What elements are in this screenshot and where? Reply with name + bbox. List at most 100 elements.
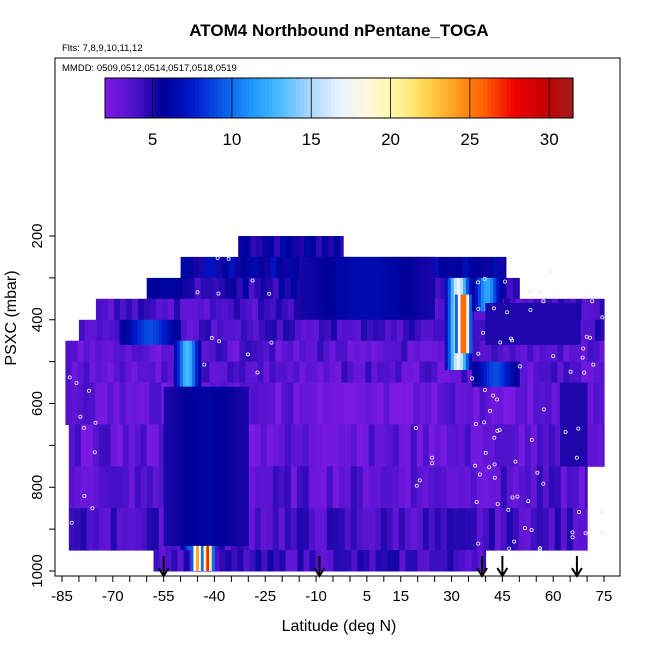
heatmap-cell: [485, 382, 492, 425]
heatmap-cell: [515, 340, 522, 363]
colorbar-segment: [327, 78, 332, 118]
heatmap-cell: [252, 319, 260, 342]
y-tick-label: 800: [29, 475, 46, 500]
sample-marker: [430, 461, 435, 466]
heatmap-cell: [203, 298, 211, 321]
heatmap-cell: [89, 340, 96, 363]
heatmap-cell: [322, 236, 329, 258]
heatmap-cell: [419, 256, 424, 320]
heatmap-cell: [524, 466, 532, 509]
heatmap-cell: [332, 424, 340, 467]
heatmap-cell: [419, 340, 426, 363]
heatmap-cell: [407, 256, 411, 320]
heatmap-cell: [108, 319, 116, 342]
heatmap-cell: [287, 361, 294, 383]
colorbar-segment: [545, 78, 551, 118]
heatmap-cell: [581, 382, 585, 467]
heatmap-cell: [498, 361, 503, 387]
heatmap-cell: [521, 340, 528, 363]
heatmap-cell: [231, 550, 239, 572]
sample-marker: [476, 541, 481, 546]
heatmap-cell: [378, 319, 386, 342]
heatmap-cell: [368, 508, 376, 551]
heatmap-cell: [368, 256, 372, 320]
heatmap-cell: [113, 361, 120, 383]
heatmap-cell: [180, 256, 188, 279]
heatmap-cell: [484, 277, 488, 312]
heatmap-cell: [83, 340, 90, 363]
heatmap-cell: [284, 466, 292, 509]
colorbar-segment: [253, 78, 258, 118]
heatmap-cell: [456, 256, 464, 279]
colorbar-segment: [202, 78, 207, 118]
heatmap-cell: [431, 340, 438, 363]
heatmap-cell: [521, 382, 528, 425]
heatmap-cell: [449, 382, 456, 425]
heatmap-cell: [182, 340, 187, 387]
heatmap-cell: [360, 319, 368, 342]
x-tick-label: -10: [305, 588, 327, 605]
heatmap-cell: [299, 340, 306, 363]
sample-marker: [492, 435, 497, 440]
heatmap-cell: [413, 361, 420, 383]
heatmap-cell: [425, 382, 432, 425]
sample-marker: [600, 315, 605, 320]
heatmap-cell: [492, 361, 497, 387]
colorbar-segment: [510, 78, 516, 118]
heatmap-cell: [326, 424, 334, 467]
heatmap-cell: [125, 298, 133, 321]
heatmap-cell: [114, 319, 122, 342]
heatmap-cell: [245, 386, 249, 546]
heatmap-cell: [342, 319, 350, 342]
heatmap-cell: [282, 319, 290, 342]
colorbar-segment: [483, 78, 488, 118]
heatmap-cell: [440, 466, 448, 509]
colorbar-segment: [159, 78, 165, 118]
sample-marker: [517, 364, 522, 369]
heatmap-cell: [131, 298, 139, 321]
heatmap-cell: [566, 466, 574, 509]
heatmap-cell: [574, 303, 578, 345]
heatmap-cell: [503, 303, 507, 345]
colorbar-segment: [498, 78, 504, 118]
heatmap-cell: [401, 361, 408, 383]
colorbar-segment: [108, 78, 114, 118]
heatmap-cell: [204, 256, 212, 279]
heatmap-cell: [269, 298, 277, 321]
heatmap-cell: [559, 303, 563, 345]
heatmap-cell: [467, 361, 474, 383]
colorbar-segment: [105, 78, 110, 118]
heatmap-cell: [581, 340, 588, 363]
colorbar-segment: [218, 78, 223, 118]
heatmap-cell: [477, 361, 482, 387]
heatmap-cell: [71, 340, 78, 363]
heatmap-cell: [365, 340, 372, 363]
heatmap-cell: [371, 256, 375, 320]
heatmap-cell: [215, 361, 222, 383]
heatmap-cell: [368, 424, 376, 467]
heatmap-cell: [425, 361, 432, 383]
heatmap-cell: [302, 466, 310, 509]
heatmap-cell: [584, 382, 588, 467]
sample-marker: [541, 299, 546, 304]
colorbar-segment: [245, 78, 250, 118]
heatmap-cell: [446, 424, 454, 467]
heatmap-cell: [242, 277, 250, 300]
heatmap-cell: [416, 256, 421, 320]
flight-arrow-head: [157, 567, 170, 578]
sample-marker: [497, 428, 502, 433]
heatmap-cell: [524, 508, 532, 551]
sample-marker: [480, 330, 485, 335]
heatmap-cell: [577, 303, 581, 345]
colorbar-segment: [358, 78, 363, 118]
heatmap-cell: [294, 319, 302, 342]
heatmap-cell: [587, 340, 594, 363]
sample-marker: [476, 351, 481, 356]
heatmap-cell: [500, 303, 504, 345]
heatmap-cell: [374, 424, 382, 467]
heatmap-cell: [545, 340, 552, 363]
heatmap-cell: [329, 256, 333, 320]
heatmap-cell: [251, 382, 258, 425]
heatmap-cell: [365, 382, 372, 425]
colorbar-segment: [549, 78, 555, 118]
